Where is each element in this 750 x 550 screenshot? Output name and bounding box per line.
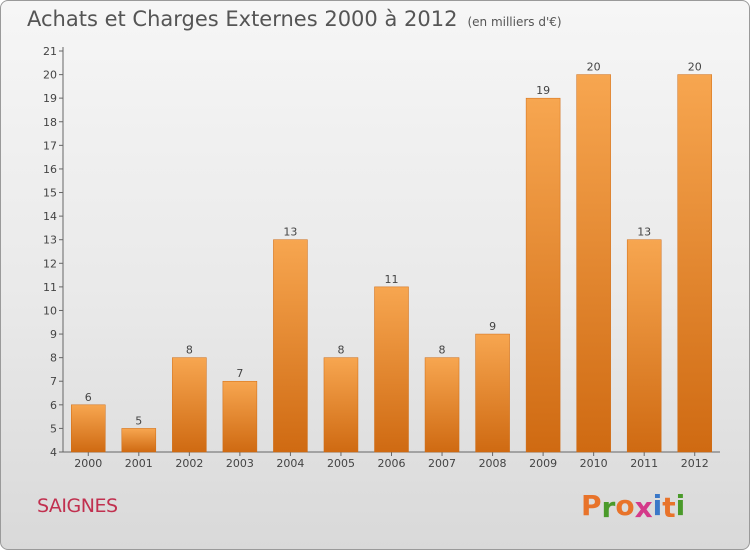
value-label: 5 <box>135 414 142 427</box>
bar-2006 <box>374 286 409 453</box>
x-tick-label: 2008 <box>479 457 507 470</box>
value-label: 11 <box>385 273 399 286</box>
bar-2004 <box>273 239 308 453</box>
bar-2002 <box>172 357 207 453</box>
bar-2012 <box>677 74 712 453</box>
x-tick-label: 2010 <box>580 457 608 470</box>
x-tick-label: 2005 <box>327 457 355 470</box>
bar-2007 <box>424 357 460 453</box>
y-tick-label: 6 <box>50 399 57 412</box>
y-tick-label: 19 <box>43 92 57 105</box>
chart-title: Achats et Charges Externes 2000 à 2012 (e… <box>27 7 562 31</box>
value-label: 8 <box>439 344 446 357</box>
bar-2009 <box>525 97 561 453</box>
value-label: 13 <box>637 226 651 239</box>
logo-letter: P <box>581 489 602 522</box>
y-tick-label: 17 <box>43 139 57 152</box>
y-tick-label: 4 <box>50 446 57 459</box>
logo-letter: i <box>675 489 686 522</box>
y-tick-label: 11 <box>43 281 57 294</box>
bars <box>71 74 712 453</box>
y-tick-label: 16 <box>43 163 57 176</box>
value-label: 7 <box>236 367 243 380</box>
bar-2011 <box>626 239 662 453</box>
value-label: 20 <box>587 61 601 74</box>
x-tick-label: 2003 <box>226 457 254 470</box>
y-tick-label: 7 <box>50 375 57 388</box>
chart-subtitle: (en milliers d'€) <box>467 15 562 29</box>
y-tick-label: 9 <box>50 328 57 341</box>
bar-2003 <box>222 380 258 453</box>
bar-2000 <box>71 404 106 453</box>
chart-title-text: Achats et Charges Externes 2000 à 2012 <box>27 7 458 31</box>
logo-letter: x <box>634 491 653 524</box>
x-tick-label: 2012 <box>681 457 709 470</box>
y-tick-label: 14 <box>43 210 57 223</box>
x-tick-label: 2011 <box>630 457 658 470</box>
y-tick-label: 10 <box>43 304 57 317</box>
y-tick-label: 12 <box>43 257 57 270</box>
y-tick-label: 13 <box>43 234 57 247</box>
labels: 2000 6 2001 5 2002 8 2003 7 2004 13 2005 8 2006 11 200… <box>74 61 708 470</box>
bar-2001 <box>121 428 157 453</box>
logo-letter: t <box>662 491 676 524</box>
bar-2010 <box>576 74 611 453</box>
value-label: 6 <box>85 391 92 404</box>
bar-2005 <box>323 357 359 453</box>
x-tick-label: 2001 <box>125 457 153 470</box>
y-tick-label: 18 <box>43 116 57 129</box>
y-tick-label: 21 <box>43 45 57 58</box>
bar-2008 <box>475 333 510 453</box>
y-tick-label: 5 <box>50 422 57 435</box>
logo-letter: r <box>601 491 616 524</box>
y-tick-label: 8 <box>50 352 57 365</box>
value-label: 9 <box>489 320 496 333</box>
value-label: 8 <box>337 344 344 357</box>
value-label: 19 <box>536 84 550 97</box>
value-label: 8 <box>186 344 193 357</box>
logo-letter: i <box>652 489 663 522</box>
x-tick-label: 2006 <box>378 457 406 470</box>
y-tick-label: 20 <box>43 69 57 82</box>
x-tick-label: 2000 <box>74 457 102 470</box>
logo-letter: o <box>615 489 635 522</box>
y-tick-label: 15 <box>43 187 57 200</box>
proxiti-logo[interactable]: Proxiti <box>581 489 686 524</box>
value-label: 20 <box>688 61 702 74</box>
commune-name: SAIGNES <box>37 495 118 517</box>
x-tick-label: 2007 <box>428 457 456 470</box>
x-tick-label: 2009 <box>529 457 557 470</box>
x-tick-label: 2004 <box>276 457 304 470</box>
value-label: 13 <box>283 226 297 239</box>
x-tick-label: 2002 <box>175 457 203 470</box>
